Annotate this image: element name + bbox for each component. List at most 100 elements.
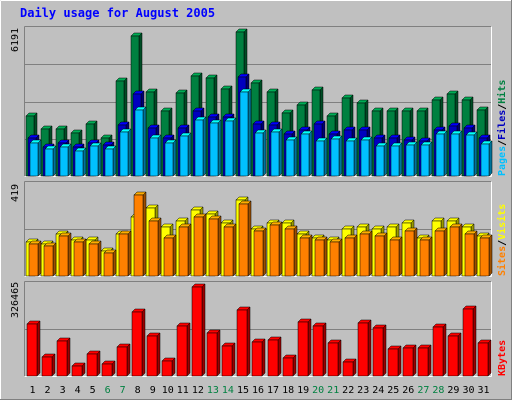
hits-files-pages-bar-pages-18 bbox=[285, 136, 298, 177]
bar-front-face bbox=[28, 243, 39, 277]
hits-files-pages-bar-pages-5 bbox=[89, 142, 102, 177]
kbytes-bar-kbytes-9 bbox=[146, 332, 161, 377]
x-tick-label-26: 26 bbox=[402, 385, 414, 396]
sites-visits-bar-sites-29 bbox=[449, 223, 463, 277]
bar-front-face bbox=[44, 148, 54, 177]
bar-front-face bbox=[73, 241, 84, 277]
bar-front-face bbox=[330, 138, 340, 177]
sites-ymax-label: 419 bbox=[10, 184, 21, 202]
bar-front-face bbox=[59, 146, 69, 177]
bar-side-face bbox=[488, 234, 493, 277]
x-tick-label-27: 27 bbox=[417, 385, 429, 396]
bar-side-face bbox=[112, 145, 117, 177]
bar-side-face bbox=[37, 139, 42, 177]
x-tick-label-14: 14 bbox=[222, 385, 234, 396]
bar-front-face bbox=[285, 139, 295, 177]
bar-front-face bbox=[149, 137, 159, 177]
bar-side-face bbox=[171, 357, 176, 377]
bar-front-face bbox=[389, 239, 400, 277]
x-tick-label-6: 6 bbox=[105, 385, 111, 396]
kbytes-bar-kbytes-18 bbox=[282, 354, 297, 377]
bar-side-face bbox=[488, 140, 493, 177]
bar-side-face bbox=[278, 128, 283, 177]
sites-visits-bar-sites-22 bbox=[344, 234, 358, 277]
bar-front-face bbox=[236, 309, 248, 377]
bar-side-face bbox=[457, 332, 462, 377]
bar-front-face bbox=[405, 144, 415, 177]
bar-front-face bbox=[357, 322, 369, 377]
bar-side-face bbox=[292, 354, 297, 377]
bar-side-face bbox=[127, 230, 132, 277]
bar-front-face bbox=[297, 321, 309, 377]
bar-front-face bbox=[119, 131, 129, 177]
x-tick-label-25: 25 bbox=[387, 385, 399, 396]
bar-front-face bbox=[164, 142, 174, 177]
x-tick-label-23: 23 bbox=[357, 385, 369, 396]
bar-front-face bbox=[221, 345, 233, 377]
bar-front-face bbox=[327, 342, 339, 377]
bar-front-face bbox=[465, 134, 475, 177]
bar-front-face bbox=[74, 150, 84, 177]
bar-side-face bbox=[308, 130, 313, 177]
bar-side-face bbox=[323, 236, 328, 277]
bar-front-face bbox=[267, 339, 279, 377]
bar-side-face bbox=[262, 227, 267, 277]
sites-visits-panel: 419 Sites/Visits bbox=[10, 181, 508, 277]
bar-front-face bbox=[224, 120, 234, 177]
kbytes-bar-kbytes-3 bbox=[56, 337, 71, 377]
bar-side-face bbox=[126, 343, 131, 377]
bar-side-face bbox=[112, 249, 117, 277]
bar-front-face bbox=[209, 122, 219, 177]
sites-visits-bar-sites-14 bbox=[223, 223, 237, 277]
bar-side-face bbox=[97, 142, 102, 177]
x-tick-label-17: 17 bbox=[267, 385, 279, 396]
bar-side-face bbox=[383, 142, 388, 177]
bar-front-face bbox=[372, 327, 384, 377]
bar-front-face bbox=[314, 239, 325, 277]
bar-side-face bbox=[67, 232, 72, 277]
kbytes-bar-kbytes-10 bbox=[161, 357, 176, 377]
bar-front-face bbox=[447, 335, 459, 377]
bar-side-face bbox=[278, 221, 283, 277]
hits-legend: Pages/Files/Hits bbox=[496, 80, 508, 176]
x-tick-label-2: 2 bbox=[44, 385, 50, 396]
bar-side-face bbox=[247, 88, 252, 177]
bar-front-face bbox=[479, 237, 490, 277]
bar-side-face bbox=[397, 345, 402, 377]
bar-front-face bbox=[420, 144, 430, 177]
bar-front-face bbox=[270, 131, 280, 177]
sites-visits-bar-sites-11 bbox=[178, 223, 192, 277]
bar-front-face bbox=[387, 348, 399, 377]
sites-legend: Sites/Visits bbox=[496, 204, 508, 276]
bar-side-face bbox=[67, 143, 72, 177]
bar-side-face bbox=[66, 337, 71, 377]
kbytes-bar-kbytes-17 bbox=[267, 336, 282, 377]
hits-files-pages-bar-pages-6 bbox=[104, 145, 117, 177]
bar-side-face bbox=[323, 137, 328, 177]
legend-visits: Visits bbox=[496, 204, 508, 240]
bar-front-face bbox=[432, 326, 444, 377]
kbytes-bar-kbytes-2 bbox=[41, 353, 56, 377]
bar-front-face bbox=[251, 341, 263, 377]
bar-front-face bbox=[223, 226, 234, 277]
hits-files-pages-bar-pages-15 bbox=[239, 88, 252, 177]
bar-front-face bbox=[26, 323, 38, 377]
x-tick-label-4: 4 bbox=[75, 385, 81, 396]
bar-side-face bbox=[368, 136, 373, 177]
hits-files-pages-bar-pages-21 bbox=[330, 135, 343, 177]
bar-side-face bbox=[383, 232, 388, 277]
bar-side-face bbox=[142, 191, 147, 277]
hits-files-pages-bar-pages-31 bbox=[480, 140, 493, 177]
bar-front-face bbox=[254, 132, 264, 177]
bar-front-face bbox=[238, 203, 249, 277]
x-tick-label-28: 28 bbox=[432, 385, 444, 396]
bar-front-face bbox=[312, 325, 324, 377]
kbytes-bar-kbytes-20 bbox=[312, 322, 327, 377]
bar-side-face bbox=[487, 339, 492, 377]
bar-front-face bbox=[450, 133, 460, 177]
legend-sep-1: / bbox=[497, 140, 508, 146]
x-tick-label-30: 30 bbox=[462, 385, 474, 396]
bar-front-face bbox=[269, 224, 280, 277]
bar-front-face bbox=[133, 194, 144, 277]
bar-front-face bbox=[41, 356, 53, 377]
